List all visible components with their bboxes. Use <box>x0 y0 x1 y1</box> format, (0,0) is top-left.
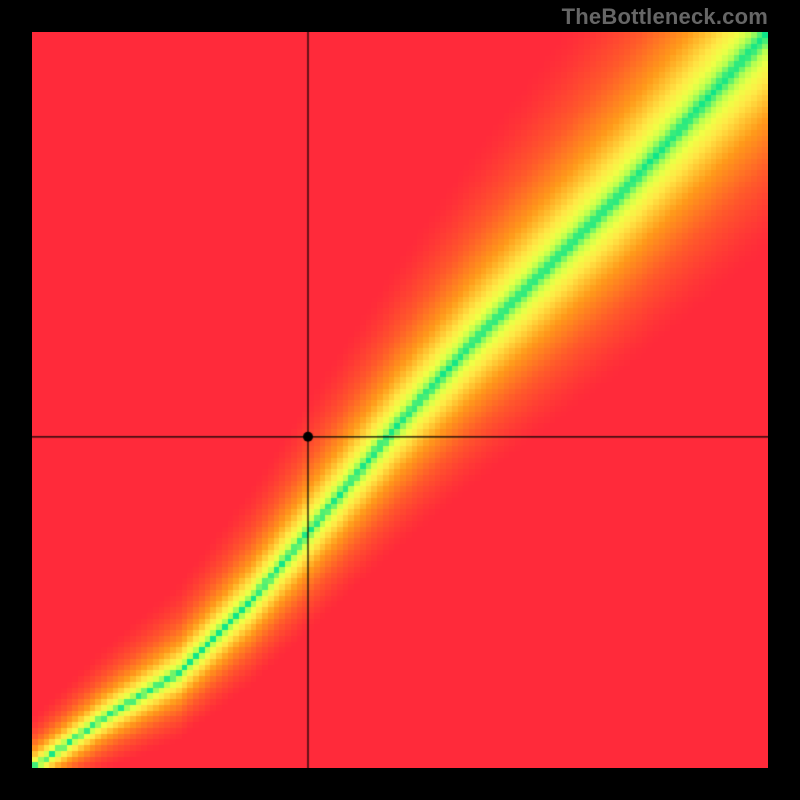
chart-container: TheBottleneck.com <box>0 0 800 800</box>
watermark-text: TheBottleneck.com <box>562 4 768 30</box>
heatmap-canvas <box>32 32 768 768</box>
